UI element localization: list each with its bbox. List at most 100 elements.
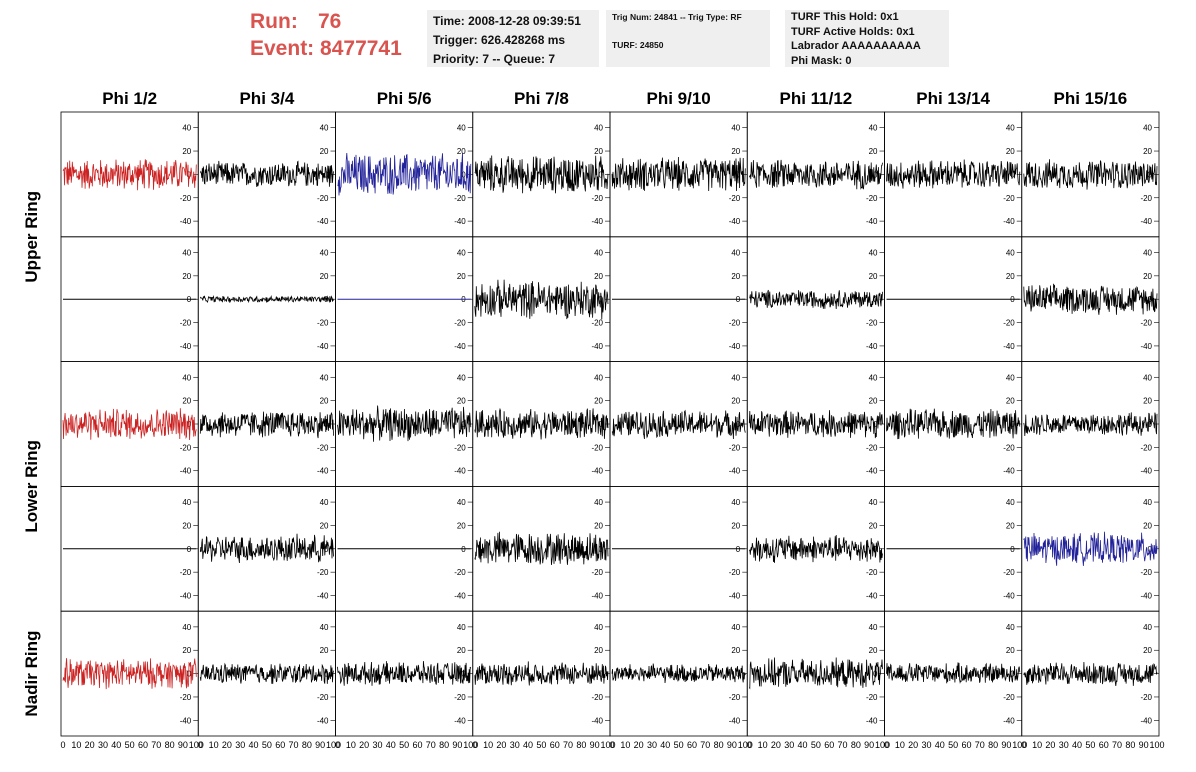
- y-tick-label: 20: [320, 646, 329, 655]
- x-tick-label: 10: [71, 740, 81, 750]
- y-tick-label: 20: [869, 147, 878, 156]
- y-tick-label: 20: [320, 147, 329, 156]
- y-tick-label: -40: [1140, 217, 1152, 226]
- waveform: [62, 408, 197, 441]
- y-tick-label: 40: [594, 373, 603, 382]
- y-tick-label: -40: [866, 592, 878, 601]
- y-tick-label: 20: [320, 272, 329, 281]
- waveform: [474, 661, 609, 686]
- y-tick-label: 20: [457, 397, 466, 406]
- y-tick-label: -20: [591, 568, 603, 577]
- y-tick-label: 0: [461, 170, 466, 179]
- y-tick-label: -20: [1003, 443, 1015, 452]
- y-tick-label: 40: [457, 124, 466, 133]
- priority-line: Priority: 7 -- Queue: 7: [433, 52, 556, 66]
- y-tick-label: 40: [182, 498, 191, 507]
- y-tick-label: -40: [591, 217, 603, 226]
- x-tick-label: 60: [138, 740, 148, 750]
- y-tick-label: -40: [454, 217, 466, 226]
- waveform: [337, 405, 472, 442]
- y-tick-label: -40: [866, 342, 878, 351]
- waveform: [611, 156, 746, 192]
- y-tick-label: 20: [594, 646, 603, 655]
- waveform: [474, 279, 609, 320]
- x-tick-label: 20: [634, 740, 644, 750]
- x-tick-label: 80: [714, 740, 724, 750]
- x-tick-label: 0: [198, 740, 203, 750]
- y-tick-label: -40: [866, 217, 878, 226]
- turf-active-line: TURF Active Holds: 0x1: [791, 25, 915, 38]
- y-tick-label: 20: [731, 646, 740, 655]
- y-tick-label: -20: [591, 194, 603, 203]
- waveform: [474, 155, 609, 194]
- x-tick-label: 0: [609, 740, 614, 750]
- y-tick-label: 40: [869, 373, 878, 382]
- y-tick-label: -20: [454, 319, 466, 328]
- x-tick-label: 90: [452, 740, 462, 750]
- x-tick-label: 30: [510, 740, 520, 750]
- y-tick-label: -40: [454, 467, 466, 476]
- x-tick-label: 100: [1149, 740, 1164, 750]
- y-tick-label: 20: [320, 397, 329, 406]
- y-tick-label: 20: [731, 272, 740, 281]
- x-tick-label: 50: [674, 740, 684, 750]
- x-tick-label: 0: [335, 740, 340, 750]
- y-tick-label: 40: [182, 373, 191, 382]
- waveform: [611, 663, 746, 684]
- y-tick-label: 20: [1006, 147, 1015, 156]
- x-tick-label: 90: [315, 740, 325, 750]
- x-tick-label: 40: [111, 740, 121, 750]
- y-tick-label: -20: [180, 194, 192, 203]
- y-tick-label: 20: [869, 521, 878, 530]
- y-tick-label: 0: [873, 545, 878, 554]
- x-tick-label: 60: [687, 740, 697, 750]
- x-tick-label: 10: [895, 740, 905, 750]
- x-tick-label: 10: [209, 740, 219, 750]
- y-tick-label: -20: [1140, 568, 1152, 577]
- y-tick-label: 40: [182, 248, 191, 257]
- panel-frame: [1021, 361, 1160, 487]
- phi-mask-line: Phi Mask: 0: [791, 54, 852, 67]
- turf-hold-line: TURF This Hold: 0x1: [791, 11, 899, 23]
- y-tick-label: -20: [454, 443, 466, 452]
- run-value: 76: [318, 10, 342, 33]
- x-tick-label: 30: [1059, 740, 1069, 750]
- y-tick-label: -20: [866, 443, 878, 452]
- y-tick-label: -20: [729, 693, 741, 702]
- y-tick-label: -20: [1140, 443, 1152, 452]
- y-tick-label: -40: [317, 592, 329, 601]
- y-tick-label: 40: [731, 498, 740, 507]
- x-tick-label: 90: [864, 740, 874, 750]
- y-tick-label: -20: [317, 443, 329, 452]
- y-tick-label: -40: [591, 716, 603, 725]
- column-label: Phi 15/16: [1054, 89, 1128, 108]
- y-tick-label: 0: [461, 420, 466, 429]
- y-tick-label: 40: [869, 623, 878, 632]
- y-tick-label: 40: [1006, 373, 1015, 382]
- y-tick-label: 40: [320, 623, 329, 632]
- event-label: Event:: [250, 37, 315, 60]
- y-tick-label: -20: [591, 443, 603, 452]
- y-tick-label: 0: [187, 170, 192, 179]
- y-tick-label: -40: [317, 217, 329, 226]
- y-tick-label: 20: [182, 147, 191, 156]
- y-tick-label: 40: [457, 623, 466, 632]
- x-tick-label: 100: [326, 740, 341, 750]
- y-tick-label: 40: [457, 373, 466, 382]
- y-tick-label: 20: [1006, 646, 1015, 655]
- waveform: [337, 661, 472, 686]
- time-line: Time: 2008-12-28 09:39:51: [433, 14, 581, 28]
- y-tick-label: 20: [594, 397, 603, 406]
- waveform: [1023, 412, 1158, 437]
- y-tick-label: -20: [729, 319, 741, 328]
- x-tick-label: 80: [1125, 740, 1135, 750]
- waveform: [474, 531, 609, 566]
- y-tick-label: -40: [317, 342, 329, 351]
- x-tick-label: 60: [824, 740, 834, 750]
- y-tick-label: 20: [457, 646, 466, 655]
- y-tick-label: 40: [1006, 623, 1015, 632]
- y-tick-label: 20: [594, 147, 603, 156]
- waveform: [474, 407, 609, 440]
- x-tick-label: 40: [798, 740, 808, 750]
- x-tick-label: 30: [372, 740, 382, 750]
